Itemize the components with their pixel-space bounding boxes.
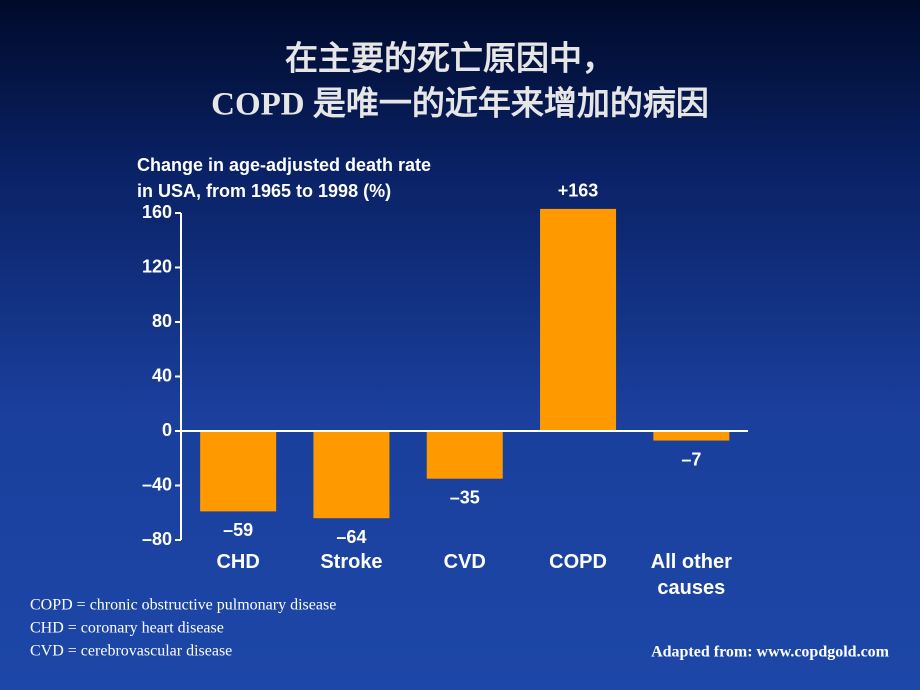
chart-title: 在主要的死亡原因中， — [285, 41, 615, 78]
value-label: –64 — [336, 527, 366, 547]
y-tick-label: –80 — [142, 529, 172, 549]
bar — [426, 431, 503, 479]
y-tick-label: 80 — [152, 311, 172, 331]
y-tick-label: 160 — [142, 202, 172, 222]
x-tick-label: CVD — [443, 551, 486, 573]
bar — [653, 431, 730, 441]
value-label: –35 — [450, 487, 480, 507]
value-label: –59 — [223, 520, 253, 540]
bar — [540, 208, 617, 431]
y-tick-label: –40 — [142, 474, 172, 494]
bar — [200, 431, 277, 512]
x-tick-label: COPD — [549, 551, 607, 573]
footnote: CHD = coronary heart disease — [30, 620, 224, 637]
footnote: COPD = chronic obstructive pulmonary dis… — [30, 597, 336, 614]
y-tick-label: 40 — [152, 365, 172, 385]
y-tick-label: 0 — [162, 420, 172, 440]
y-axis-label: in USA, from 1965 to 1998 (%) — [137, 181, 391, 201]
source: Adapted from: www.copdgold.com — [651, 644, 890, 661]
value-label: –7 — [681, 449, 701, 469]
value-label: +163 — [558, 181, 599, 201]
footnote: CVD = cerebrovascular disease — [30, 643, 232, 660]
x-tick-label: CHD — [216, 551, 260, 573]
x-tick-label: Stroke — [320, 551, 383, 573]
x-tick-label: All other causes — [650, 551, 732, 599]
y-axis-label: Change in age-adjusted death rate — [137, 155, 431, 175]
bar — [313, 431, 390, 519]
y-tick-label: 120 — [142, 256, 172, 276]
chart-title: COPD 是唯一的近年来增加的病因 — [211, 86, 709, 123]
